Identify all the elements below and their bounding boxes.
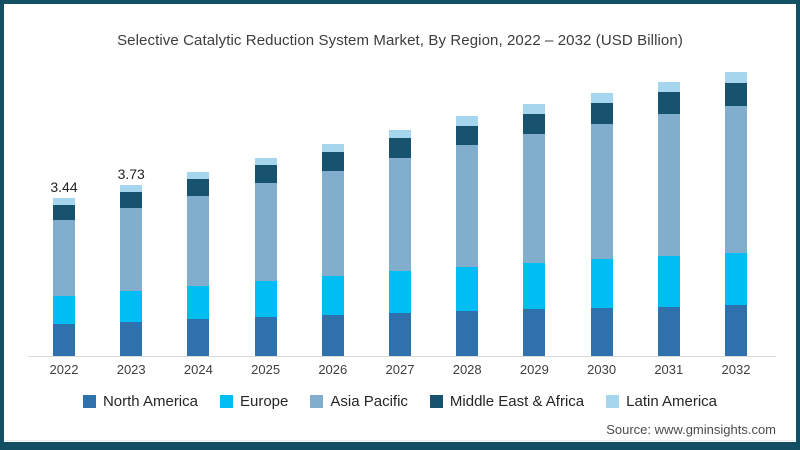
legend-swatch-latin-america (606, 395, 620, 408)
source-note: Source: www.gminsights.com (606, 422, 776, 437)
segment-north-america-2030 (590, 307, 613, 356)
segment-middle-east-africa-2024 (187, 178, 210, 197)
data-label-2022: 3.44 (50, 179, 78, 196)
legend-swatch-middle-east-africa (429, 395, 443, 408)
segment-europe-2029 (523, 262, 546, 310)
x-axis-label-2026: 2026 (318, 362, 348, 377)
legend-item-europe: Europe (220, 393, 288, 410)
stacked-bar-2027 (389, 129, 411, 356)
segment-asia-pacific-2022 (53, 219, 75, 296)
legend-item-middle-east-africa: Middle East & Africa (429, 393, 585, 410)
segment-north-america-2028 (456, 311, 479, 356)
segment-asia-pacific-2029 (523, 133, 546, 263)
segment-asia-pacific-2032 (725, 106, 747, 254)
stacked-bar-2030 (590, 92, 613, 356)
x-axis-label-2027: 2027 (385, 362, 415, 377)
segment-europe-2028 (456, 266, 479, 312)
legend-swatch-north-america (82, 395, 96, 408)
segment-north-america-2031 (657, 306, 680, 356)
stacked-bar-2023 (120, 185, 143, 356)
segment-middle-east-africa-2028 (456, 125, 479, 146)
legend-swatch-europe (220, 395, 233, 408)
segment-latin-america-2028 (456, 116, 479, 126)
x-axis-label-2032: 2032 (721, 362, 751, 377)
segment-asia-pacific-2023 (120, 208, 143, 292)
segment-north-america-2032 (725, 305, 747, 356)
stacked-bar-2032 (725, 72, 747, 356)
segment-latin-america-2032 (725, 72, 747, 83)
segment-middle-east-africa-2026 (321, 151, 344, 171)
segment-latin-america-2024 (187, 171, 210, 179)
legend-label-asia-pacific: Asia Pacific (330, 393, 408, 410)
segment-latin-america-2026 (321, 143, 344, 152)
segment-latin-america-2027 (389, 129, 411, 139)
legend-label-north-america: North America (102, 393, 198, 410)
segment-middle-east-africa-2025 (254, 165, 277, 184)
bottom-divider-line (4, 440, 796, 441)
x-axis-label-2024: 2024 (183, 362, 213, 377)
x-axis-label-2025: 2025 (251, 362, 281, 377)
x-axis-label-2031: 2031 (654, 362, 684, 377)
segment-asia-pacific-2027 (389, 157, 411, 272)
segment-middle-east-africa-2030 (590, 102, 613, 124)
segment-middle-east-africa-2022 (53, 204, 75, 220)
segment-asia-pacific-2025 (254, 183, 277, 281)
chart-legend: North America Europe Asia Pacific Middle Ea… (0, 393, 800, 410)
x-axis-label-2023: 2023 (116, 362, 146, 377)
chart-title: Selective Catalytic Reduction System Mar… (117, 32, 683, 49)
segment-latin-america-2023 (120, 185, 143, 193)
legend-swatch-asia-pacific (310, 395, 324, 408)
segment-europe-2031 (657, 256, 680, 307)
segment-europe-2026 (321, 275, 344, 315)
segment-middle-east-africa-2031 (657, 92, 680, 115)
segment-asia-pacific-2030 (590, 123, 613, 260)
stacked-bar-2031 (657, 82, 680, 356)
legend-item-asia-pacific: Asia Pacific (310, 393, 408, 410)
segment-europe-2023 (120, 291, 143, 322)
segment-latin-america-2031 (657, 82, 680, 93)
segment-north-america-2022 (53, 323, 75, 356)
segment-asia-pacific-2024 (187, 196, 210, 287)
segment-middle-east-africa-2023 (120, 192, 143, 209)
segment-north-america-2024 (187, 319, 210, 356)
segment-latin-america-2029 (523, 104, 546, 114)
segment-north-america-2023 (120, 321, 143, 356)
segment-asia-pacific-2028 (456, 145, 479, 267)
segment-europe-2022 (53, 295, 75, 324)
legend-label-middle-east-africa: Middle East & Africa (449, 393, 585, 410)
segment-latin-america-2022 (53, 198, 75, 205)
segment-middle-east-africa-2032 (725, 82, 747, 107)
x-axis-label-2029: 2029 (519, 362, 549, 377)
stacked-bar-2028 (456, 116, 479, 356)
segment-europe-2032 (725, 253, 747, 306)
segment-latin-america-2025 (254, 157, 277, 166)
stacked-bar-2025 (254, 157, 277, 356)
segment-asia-pacific-2026 (321, 170, 344, 276)
x-axis-line (28, 356, 776, 357)
x-axis-label-2030: 2030 (587, 362, 617, 377)
data-label-2023: 3.73 (117, 166, 145, 183)
segment-north-america-2027 (389, 312, 411, 356)
segment-asia-pacific-2031 (657, 114, 680, 257)
legend-label-europe: Europe (240, 393, 289, 410)
segment-middle-east-africa-2029 (523, 113, 546, 134)
stacked-bar-2029 (523, 104, 546, 356)
legend-label-latin-america: Latin America (626, 393, 718, 410)
segment-europe-2025 (254, 280, 277, 318)
x-axis-label-2028: 2028 (452, 362, 482, 377)
stacked-bar-2022 (53, 198, 75, 356)
segment-north-america-2026 (321, 314, 344, 356)
segment-latin-america-2030 (590, 92, 613, 103)
stacked-bar-2026 (321, 143, 344, 356)
stacked-bar-2024 (187, 171, 210, 356)
segment-europe-2024 (187, 286, 210, 320)
legend-item-latin-america: Latin America (606, 393, 717, 410)
x-axis-label-2022: 2022 (49, 362, 79, 377)
segment-middle-east-africa-2027 (389, 138, 411, 158)
segment-north-america-2029 (523, 309, 546, 356)
segment-europe-2027 (389, 271, 411, 313)
legend-item-north-america: North America (82, 393, 198, 410)
segment-north-america-2025 (254, 317, 277, 356)
segment-europe-2030 (590, 259, 613, 308)
